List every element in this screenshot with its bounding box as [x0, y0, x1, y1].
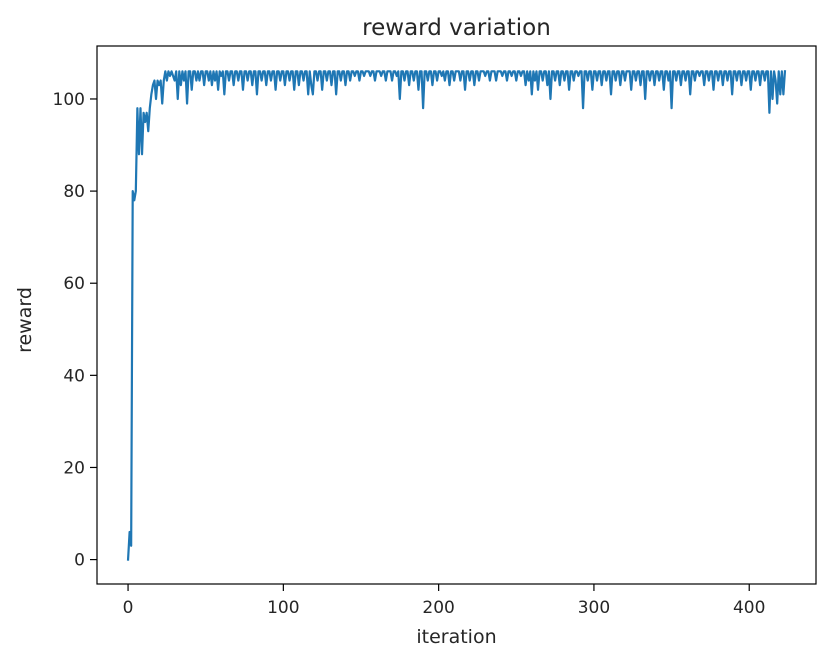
- y-tick-label: 80: [63, 182, 85, 202]
- x-axis-label: iteration: [416, 626, 496, 648]
- plot-area: [126, 70, 787, 561]
- y-tick-label: 100: [53, 90, 85, 110]
- y-tick-label: 20: [63, 458, 85, 478]
- y-tick-label: 0: [74, 551, 85, 571]
- y-tick-label: 60: [63, 274, 85, 294]
- x-tick-label: 400: [733, 598, 765, 618]
- y-tick-label: 40: [63, 366, 85, 386]
- series-line-1: [126, 70, 787, 561]
- x-tick-label: 300: [578, 598, 610, 618]
- axes-frame: [96, 45, 817, 585]
- y-axis-label: reward: [14, 287, 36, 353]
- x-tick-label: 100: [267, 598, 299, 618]
- chart-title: reward variation: [362, 15, 551, 41]
- axes: 0 100 200 300 400 0 20 40 60 80 100: [53, 45, 817, 618]
- x-tick-label: 200: [422, 598, 454, 618]
- x-tick-label: 0: [123, 598, 134, 618]
